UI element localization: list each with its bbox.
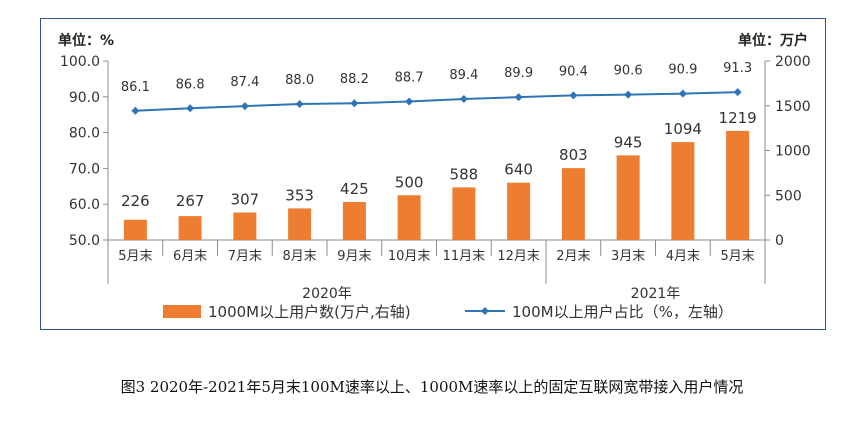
chart-frame	[40, 18, 826, 330]
bar-data-label: 353	[285, 186, 314, 204]
x-axis-tick-label: 12月末	[497, 249, 540, 264]
line-data-label: 87.4	[230, 75, 259, 90]
line-data-label: 90.6	[614, 64, 643, 79]
right-axis-tick-label: 1500	[775, 99, 811, 115]
bar	[561, 168, 585, 240]
bar	[671, 142, 695, 240]
line-data-label: 88.0	[285, 73, 314, 88]
line-point	[240, 102, 249, 111]
bar-data-label: 425	[340, 180, 369, 198]
x-axis-tick-label: 9月末	[337, 249, 371, 264]
line-point	[459, 94, 468, 103]
bar	[726, 130, 750, 240]
line-point	[678, 89, 687, 98]
line-point	[186, 104, 195, 113]
line-point	[405, 97, 414, 106]
legend-line-label: 100M以上用户占比（%，左轴）	[512, 303, 733, 321]
line-data-label: 86.1	[121, 80, 150, 95]
line-data-label: 89.9	[504, 66, 533, 81]
line-data-label: 91.3	[723, 61, 752, 76]
left-axis-tick-label: 90.0	[69, 90, 100, 106]
right-axis-tick-label: 0	[775, 233, 784, 249]
bar-data-label: 945	[614, 133, 643, 151]
legend-line-marker	[481, 307, 489, 315]
x-axis-tick-label: 4月末	[666, 249, 700, 264]
year-label-2020: 2020年	[302, 286, 352, 302]
line-point	[514, 93, 523, 102]
bar-data-label: 1094	[664, 120, 702, 138]
x-axis-tick-label: 3月末	[611, 249, 645, 264]
x-axis-tick-label: 5月末	[720, 249, 754, 264]
x-axis-tick-label: 5月末	[118, 249, 152, 264]
x-axis-tick-label: 11月末	[443, 249, 486, 264]
left-axis-tick-label: 80.0	[69, 126, 100, 142]
bar	[342, 201, 366, 240]
left-axis-tick-label: 70.0	[69, 161, 100, 177]
line-point	[350, 99, 359, 108]
bar-data-label: 500	[395, 173, 424, 191]
legend-bar-swatch	[163, 305, 201, 318]
line-data-label: 90.4	[559, 64, 588, 79]
x-axis-tick-label: 2月末	[556, 249, 590, 264]
right-axis-tick-label: 1000	[775, 144, 811, 160]
left-axis-tick-label: 100.0	[60, 54, 100, 70]
line-data-label: 90.9	[668, 63, 697, 78]
line-data-label: 86.8	[176, 77, 205, 92]
bar	[178, 216, 202, 240]
series-line	[135, 91, 738, 112]
bar	[452, 187, 476, 240]
bar-data-label: 640	[504, 161, 533, 179]
line-data-label: 88.7	[395, 70, 424, 85]
line-point	[624, 90, 633, 99]
bar	[507, 182, 531, 240]
bar	[123, 219, 147, 240]
x-axis-tick-label: 8月末	[282, 249, 316, 264]
bar-data-label: 803	[559, 146, 588, 164]
bar	[233, 212, 257, 240]
bar-data-label: 226	[121, 192, 150, 210]
bar-data-label: 588	[450, 165, 479, 183]
line-point	[569, 91, 578, 100]
bar-data-label: 307	[231, 191, 260, 209]
bar-data-label: 1219	[719, 109, 757, 127]
left-axis-tick-label: 50.0	[69, 233, 100, 249]
bar	[397, 195, 421, 240]
line-point	[131, 106, 140, 115]
x-axis-tick-label: 6月末	[173, 249, 207, 264]
line-data-label: 88.2	[340, 72, 369, 87]
left-unit-label: 单位：%	[58, 33, 115, 49]
legend-bar-label: 1000M以上用户数(万户,右轴)	[208, 303, 411, 321]
year-label-2021: 2021年	[631, 286, 681, 302]
bar	[616, 155, 640, 240]
x-axis-tick-label: 7月末	[228, 249, 262, 264]
right-axis-tick-label: 500	[775, 188, 802, 204]
bar	[288, 208, 312, 240]
line-data-label: 89.4	[449, 68, 478, 83]
bar-data-label: 267	[176, 192, 205, 210]
right-axis-tick-label: 2000	[775, 54, 811, 70]
line-point	[733, 88, 742, 97]
left-axis-tick-label: 60.0	[69, 197, 100, 213]
right-unit-label: 单位：万户	[738, 33, 808, 49]
x-axis-tick-label: 10月末	[388, 249, 431, 264]
line-point	[295, 99, 304, 108]
figure-caption: 图3 2020年-2021年5月末100M速率以上、1000M速率以上的固定互联…	[120, 378, 744, 396]
